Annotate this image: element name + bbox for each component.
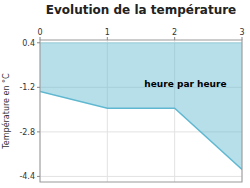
- line: [40, 92, 242, 170]
- y-tick: [37, 87, 40, 88]
- area-top: [40, 42, 242, 43]
- x-tick: [107, 37, 108, 40]
- y-tick: [37, 42, 40, 43]
- x-tick: [174, 37, 175, 40]
- x-tick-label: 3: [239, 28, 244, 37]
- x-tick-label: 1: [105, 28, 110, 37]
- annotation: heure par heure: [144, 79, 226, 89]
- x-tick-label: 2: [172, 28, 177, 37]
- x-tick: [40, 37, 41, 40]
- plot-frame: [40, 40, 242, 182]
- y-tick-label: -2.8: [19, 128, 35, 137]
- chart-svg: 0 1 2 3 0.4 -1.2 -2.8 -4.4 Température en °C Evol…: [0, 0, 250, 188]
- y-tick-label: -4.4: [19, 172, 35, 181]
- plot-background: [40, 40, 242, 182]
- y-axis-label: Température en °C: [1, 73, 11, 150]
- area-fill: [40, 43, 242, 170]
- x-tick-label: 0: [37, 28, 42, 37]
- plot-data: [40, 43, 242, 170]
- axes: 0 1 2 3 0.4 -1.2 -2.8 -4.4: [19, 28, 244, 181]
- y-tick: [37, 176, 40, 177]
- y-tick-label: -1.2: [19, 83, 35, 92]
- chart-container: 0 1 2 3 0.4 -1.2 -2.8 -4.4 Température en °C Evol…: [0, 0, 250, 188]
- grid: [40, 40, 242, 182]
- y-tick-label: 0.4: [22, 39, 35, 48]
- x-tick: [242, 37, 243, 40]
- title: Evolution de la température: [46, 3, 237, 17]
- y-grid-line: [40, 176, 242, 177]
- y-tick: [37, 131, 40, 132]
